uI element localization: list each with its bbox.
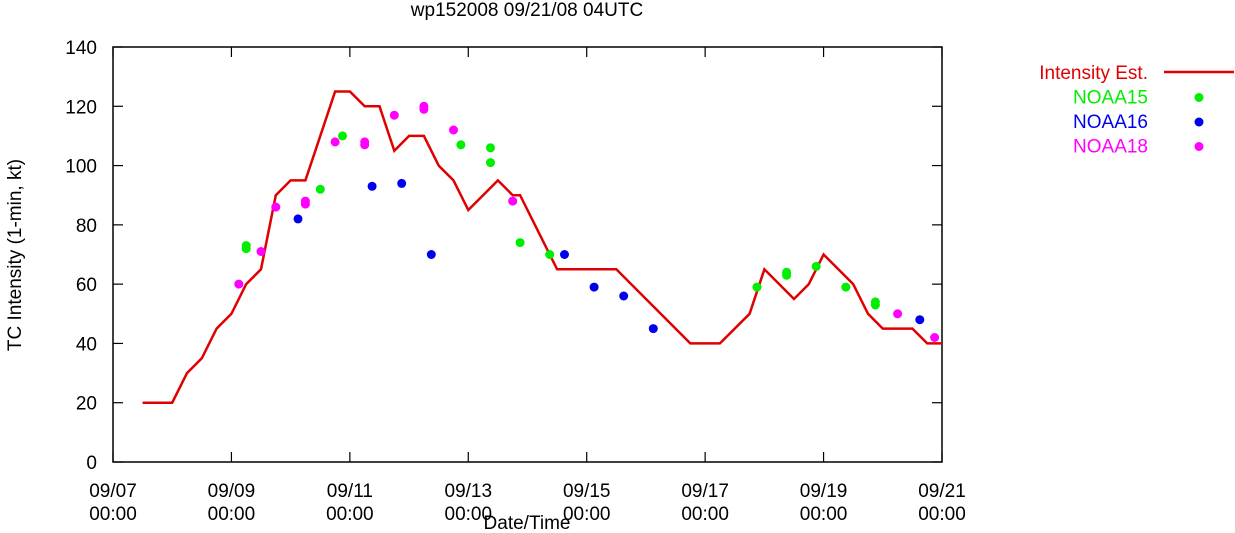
x-tick-label-date: 09/09 <box>208 481 256 502</box>
y-tick-label: 80 <box>76 216 97 237</box>
y-tick-label: 140 <box>65 38 97 59</box>
legend: Intensity Est. NOAA15 NOAA16 NOAA18 <box>1039 63 1234 158</box>
point-noaa18 <box>360 140 370 150</box>
legend-label-intensity-est: Intensity Est. <box>1039 63 1148 84</box>
legend-label-noaa15: NOAA15 <box>1073 88 1148 109</box>
series-line-intensity-est <box>142 90 942 404</box>
point-noaa15 <box>870 300 880 310</box>
y-tick-label: 0 <box>86 453 97 474</box>
point-noaa15 <box>338 131 347 141</box>
x-tick-label-time: 00:00 <box>681 504 729 525</box>
point-noaa16 <box>293 214 303 224</box>
point-noaa18 <box>234 279 244 289</box>
point-noaa15 <box>811 261 821 271</box>
point-noaa18 <box>449 125 458 135</box>
x-tick-label-date: 09/17 <box>681 481 729 502</box>
point-noaa15 <box>782 270 792 280</box>
point-noaa18 <box>271 202 281 212</box>
x-tick-label-date: 09/21 <box>918 481 966 502</box>
legend-label-noaa18: NOAA18 <box>1073 137 1148 158</box>
x-tick-label-time: 00:00 <box>89 504 137 525</box>
x-tick-label-time: 00:00 <box>918 504 966 525</box>
x-axis: 09/0700:0009/0900:0009/1100:0009/1300:00… <box>89 47 966 525</box>
point-noaa16 <box>560 250 569 259</box>
point-noaa15 <box>315 184 325 194</box>
y-tick-label: 120 <box>65 97 97 118</box>
point-noaa15 <box>486 158 495 168</box>
y-tick-label: 60 <box>76 275 97 296</box>
x-tick-label-time: 00:00 <box>563 504 611 525</box>
point-noaa15 <box>515 238 525 248</box>
y-tick-label: 40 <box>76 334 97 355</box>
y-tick-label: 100 <box>65 157 97 178</box>
x-axis-label: Date/Time <box>484 513 571 533</box>
point-noaa18 <box>508 196 518 206</box>
x-tick-label-date: 09/11 <box>327 481 373 502</box>
point-noaa15 <box>545 250 555 259</box>
legend-marker-noaa15 <box>1194 93 1204 102</box>
x-tick-label-time: 00:00 <box>445 504 493 525</box>
x-tick-label-date: 09/19 <box>800 481 848 502</box>
point-noaa16 <box>589 282 599 292</box>
plot-area <box>112 46 943 463</box>
y-axis: 0 20 40 60 80 100 120 140 <box>65 38 942 474</box>
y-tick-label: 20 <box>76 394 97 415</box>
legend-marker-noaa16 <box>1194 117 1204 127</box>
point-noaa18 <box>419 104 429 114</box>
point-noaa16 <box>915 315 925 325</box>
point-noaa18 <box>300 199 310 209</box>
point-noaa15 <box>486 143 495 153</box>
legend-label-noaa16: NOAA16 <box>1073 112 1148 133</box>
x-tick-label-date: 09/07 <box>89 481 137 502</box>
point-noaa15 <box>241 241 251 251</box>
chart-title: wp152008 09/21/08 04UTC <box>410 0 643 21</box>
point-noaa15 <box>456 140 466 150</box>
point-noaa18 <box>893 309 903 319</box>
legend-marker-noaa18 <box>1194 142 1204 151</box>
point-noaa16 <box>619 291 629 301</box>
y-axis-label: TC Intensity (1-min, kt) <box>5 159 26 351</box>
x-tick-label-date: 09/15 <box>563 481 611 502</box>
point-noaa16 <box>426 250 436 259</box>
point-noaa18 <box>389 110 399 120</box>
point-noaa15 <box>841 282 851 292</box>
point-noaa16 <box>367 181 377 191</box>
x-tick-label-time: 00:00 <box>326 504 374 525</box>
point-noaa15 <box>752 282 762 292</box>
point-noaa16 <box>648 324 658 334</box>
x-tick-label-time: 00:00 <box>800 504 848 525</box>
point-noaa18 <box>330 137 340 147</box>
point-noaa16 <box>397 178 407 188</box>
series-layer <box>142 90 942 404</box>
x-tick-label-date: 09/13 <box>445 481 493 502</box>
x-tick-label-time: 00:00 <box>208 504 256 525</box>
point-noaa18 <box>256 247 266 256</box>
point-noaa18 <box>930 333 940 342</box>
